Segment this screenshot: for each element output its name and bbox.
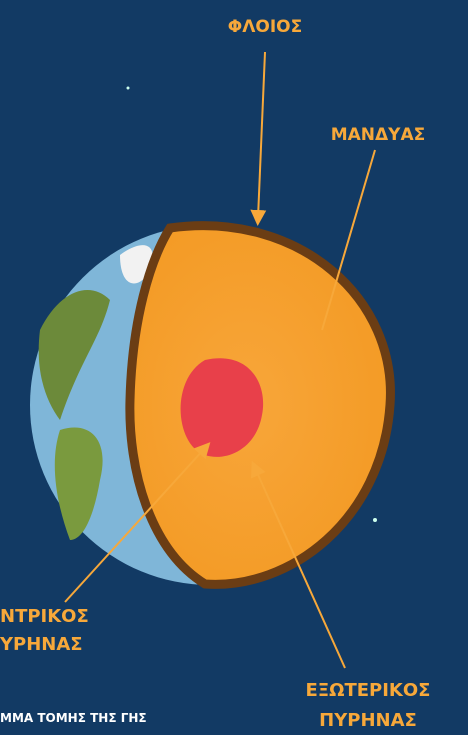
label: ΦΛΟΙΟΣ: [228, 17, 302, 37]
earth: [30, 221, 395, 589]
arrow: [250, 460, 346, 669]
inner-core: [180, 358, 264, 457]
leader-lines: [64, 51, 376, 669]
arrow: [250, 51, 267, 226]
label: ΥΡΗΝΑΣ: [0, 634, 83, 655]
arrow: [321, 149, 376, 331]
star: [373, 518, 377, 522]
label: ΜΑΝΔΥΑΣ: [331, 125, 426, 145]
arrow: [64, 442, 211, 603]
label: ΠΥΡΗΝΑΣ: [319, 710, 417, 731]
caption: ΜΜΑ ΤΟΜΗΣ ΤΗΣ ΓΗΣ: [0, 711, 147, 725]
label: ΝΤΡΙΚΟΣ: [0, 606, 89, 627]
star: [126, 86, 130, 90]
label: ΕΞΩΤΕΡΙΚΟΣ: [306, 680, 431, 701]
